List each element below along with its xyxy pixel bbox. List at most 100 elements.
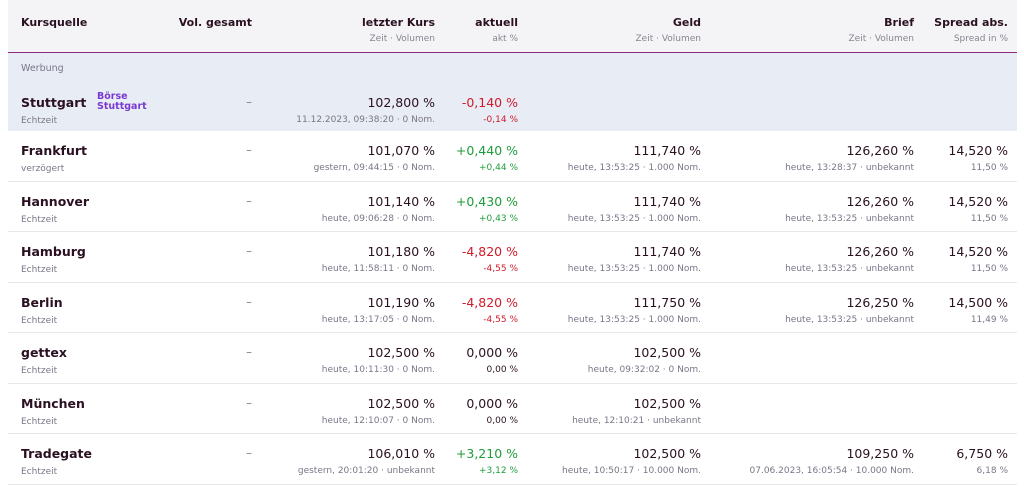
row-brief: 126,260 %	[846, 143, 914, 158]
table-row[interactable]: Berlin Echtzeit – 101,190 % heute, 13:17:05 …	[8, 283, 1017, 333]
row-akt: 0,000 %	[466, 345, 518, 360]
table-body: Frankfurt verzögert – 101,070 % gestern, 09:…	[8, 131, 1017, 485]
row-geld-sub: heute, 13:53:25 · 1.000 Nom.	[567, 264, 701, 274]
row-kurs-sub: heute, 13:17:05 · 0 Nom.	[321, 314, 435, 325]
row-spread-sub: 11,50 %	[970, 163, 1008, 173]
row-sub: Echtzeit	[21, 366, 58, 376]
row-brief-sub: heute, 13:53:25 · unbekannt	[785, 264, 914, 274]
table-row[interactable]: Tradegate Echtzeit – 106,010 % gestern, 20:0…	[8, 434, 1017, 485]
row-vol: –	[246, 244, 252, 258]
row-akt-sub: 0,00 %	[486, 365, 518, 375]
logo-line2: Stuttgart	[97, 101, 147, 112]
row-geld: 111,750 %	[633, 294, 701, 310]
row-name[interactable]: Hamburg	[21, 244, 86, 259]
row-brief-sub: heute, 13:53:25 · unbekannt	[785, 213, 914, 224]
row-geld: 102,500 %	[633, 446, 701, 461]
row-brief-sub: heute, 13:53:25 · unbekannt	[785, 314, 914, 325]
row-akt-sub: +3,12 %	[479, 466, 518, 476]
quote-table: Kursquelle Vol. gesamt letzter Kurs Zeit…	[8, 0, 1017, 485]
row-sub: Echtzeit	[21, 116, 58, 126]
row-vol: –	[246, 345, 252, 359]
row-spread: 14,520 %	[948, 193, 1008, 209]
col-spread-sub: Spread in %	[953, 34, 1008, 44]
row-name[interactable]: Frankfurt	[21, 143, 88, 158]
row-name[interactable]: Berlin	[21, 294, 63, 310]
row-akt-sub: +0,44 %	[479, 163, 518, 173]
col-kursquelle[interactable]: Kursquelle	[21, 16, 88, 29]
row-vol: –	[246, 143, 252, 157]
row-kurs-sub: 11.12.2023, 09:38:20 · 0 Nom.	[296, 115, 435, 125]
col-aktuell-sub: akt %	[492, 34, 518, 44]
row-akt-sub: +0,43 %	[479, 213, 518, 224]
row-vol: –	[246, 193, 252, 208]
row-vol: –	[246, 395, 252, 410]
row-kurs: 102,500 %	[367, 345, 435, 360]
row-brief-sub: 07.06.2023, 16:05:54 · 10.000 Nom.	[749, 466, 914, 476]
row-name[interactable]: Stuttgart	[21, 95, 87, 110]
row-akt-sub: -0,14 %	[483, 115, 518, 125]
row-geld: 111,740 %	[633, 143, 701, 158]
row-akt: -4,820 %	[461, 244, 518, 259]
row-akt: -0,140 %	[461, 95, 518, 110]
col-brief[interactable]: Brief	[884, 16, 914, 29]
table-row-stuttgart[interactable]: Stuttgart Echtzeit – 102,800 % 11.12.202…	[8, 83, 1017, 131]
ad-label: Werbung	[21, 63, 64, 74]
boerse-stuttgart-logo[interactable]: Börse Stuttgart	[97, 92, 147, 112]
row-sub: Echtzeit	[21, 467, 58, 477]
row-vol: –	[246, 294, 252, 309]
row-kurs-sub: heute, 09:06:28 · 0 Nom.	[321, 213, 435, 224]
row-geld: 102,500 %	[633, 395, 701, 411]
col-letzter-kurs[interactable]: letzter Kurs	[362, 16, 435, 29]
row-spread: 14,520 %	[948, 143, 1008, 158]
row-kurs: 101,140 %	[367, 193, 435, 209]
ad-section[interactable]: Werbung Stuttgart Echtzeit – 102,800 % 1…	[8, 53, 1017, 131]
row-brief: 126,260 %	[846, 193, 914, 209]
table-row[interactable]: Frankfurt verzögert – 101,070 % gestern, 09:…	[8, 131, 1017, 182]
row-spread: 14,520 %	[948, 244, 1008, 259]
row-sub: Echtzeit	[21, 315, 58, 326]
col-vol-gesamt[interactable]: Vol. gesamt	[178, 16, 252, 29]
row-geld-sub: heute, 10:50:17 · 10.000 Nom.	[562, 466, 701, 476]
row-sub: Echtzeit	[21, 265, 58, 275]
row-kurs: 101,070 %	[367, 143, 435, 158]
row-geld-sub: heute, 13:53:25 · 1.000 Nom.	[567, 213, 701, 224]
row-akt: +0,440 %	[455, 143, 518, 158]
row-kurs: 101,190 %	[367, 294, 435, 310]
row-brief: 126,260 %	[846, 244, 914, 259]
col-spread[interactable]: Spread abs.	[934, 16, 1008, 29]
row-akt-sub: -4,55 %	[483, 264, 518, 274]
table-row[interactable]: gettex Echtzeit – 102,500 % heute, 10:11:30 …	[8, 333, 1017, 384]
col-aktuell[interactable]: aktuell	[475, 16, 518, 29]
row-name[interactable]: gettex	[21, 345, 67, 360]
row-kurs-sub: heute, 12:10:07 · 0 Nom.	[321, 415, 435, 426]
col-geld[interactable]: Geld	[672, 16, 701, 29]
row-name[interactable]: München	[21, 395, 85, 411]
table-row[interactable]: Hamburg Echtzeit – 101,180 % heute, 11:58:11…	[8, 232, 1017, 283]
row-kurs-sub: gestern, 20:01:20 · unbekannt	[297, 466, 435, 476]
row-kurs: 102,800 %	[367, 95, 435, 110]
row-name[interactable]: Hannover	[21, 193, 90, 209]
logo-line1: Börse	[97, 91, 128, 102]
row-brief: 126,250 %	[846, 294, 914, 310]
row-geld: 102,500 %	[633, 345, 701, 360]
table-row[interactable]: Hannover Echtzeit – 101,140 % heute, 09:06:2…	[8, 182, 1017, 232]
row-vol: –	[246, 95, 252, 109]
table-row[interactable]: München Echtzeit – 102,500 % heute, 12:10:07…	[8, 384, 1017, 434]
row-sub: verzögert	[21, 164, 65, 174]
row-akt: 0,000 %	[466, 395, 518, 411]
row-geld-sub: heute, 12:10:21 · unbekannt	[572, 415, 701, 426]
row-kurs: 101,180 %	[367, 244, 435, 259]
row-brief: 109,250 %	[846, 446, 914, 461]
row-spread: 6,750 %	[956, 446, 1008, 461]
row-spread: 14,500 %	[948, 294, 1008, 310]
row-name[interactable]: Tradegate	[21, 446, 93, 461]
row-spread-sub: 11,50 %	[970, 213, 1008, 224]
row-spread-sub: 6,18 %	[976, 466, 1008, 476]
row-geld-sub: heute, 13:53:25 · 1.000 Nom.	[567, 314, 701, 325]
row-vol: –	[246, 446, 252, 460]
row-sub: Echtzeit	[21, 214, 58, 225]
row-akt: -4,820 %	[461, 294, 518, 310]
col-geld-sub: Zeit · Volumen	[635, 34, 702, 44]
row-spread-sub: 11,50 %	[970, 264, 1008, 274]
row-geld-sub: heute, 09:32:02 · 0 Nom.	[587, 365, 701, 375]
